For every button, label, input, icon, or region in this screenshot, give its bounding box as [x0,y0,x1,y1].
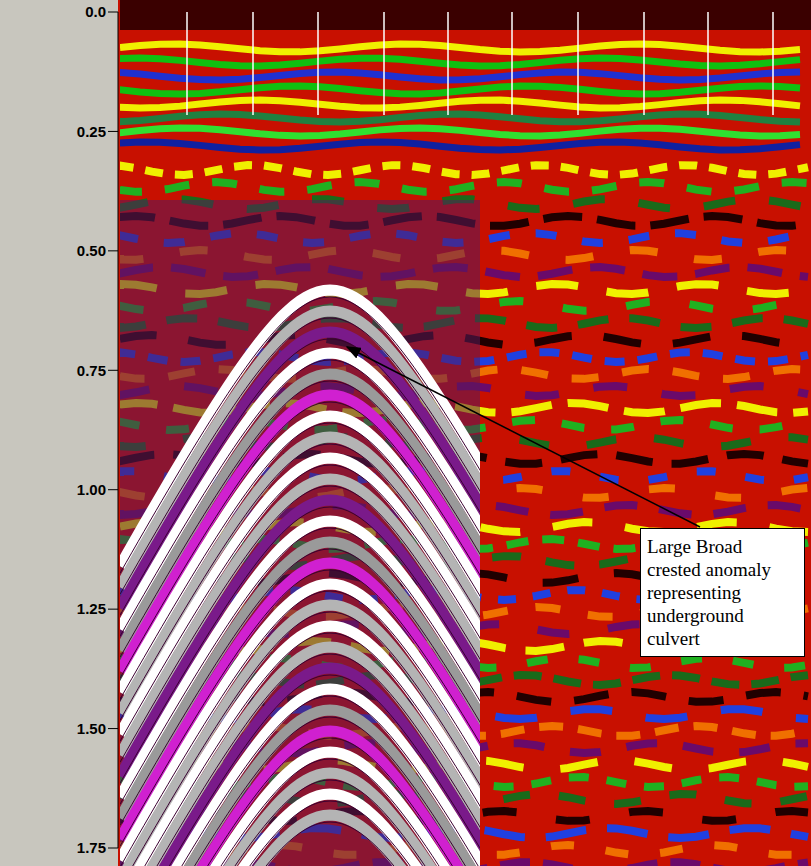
svg-text:1.25: 1.25 [77,600,106,617]
svg-text:0.25: 0.25 [77,123,106,140]
svg-text:0.75: 0.75 [77,362,106,379]
svg-text:1.00: 1.00 [77,481,106,498]
html-text:Large Broad crested anomaly re: Large Broad crested anomaly representing… [647,536,771,649]
svg-text:0.0: 0.0 [85,3,106,20]
svg-text:1.50: 1.50 [77,720,106,737]
svg-text:1.75: 1.75 [77,839,106,856]
svg-text:0.50: 0.50 [77,242,106,259]
